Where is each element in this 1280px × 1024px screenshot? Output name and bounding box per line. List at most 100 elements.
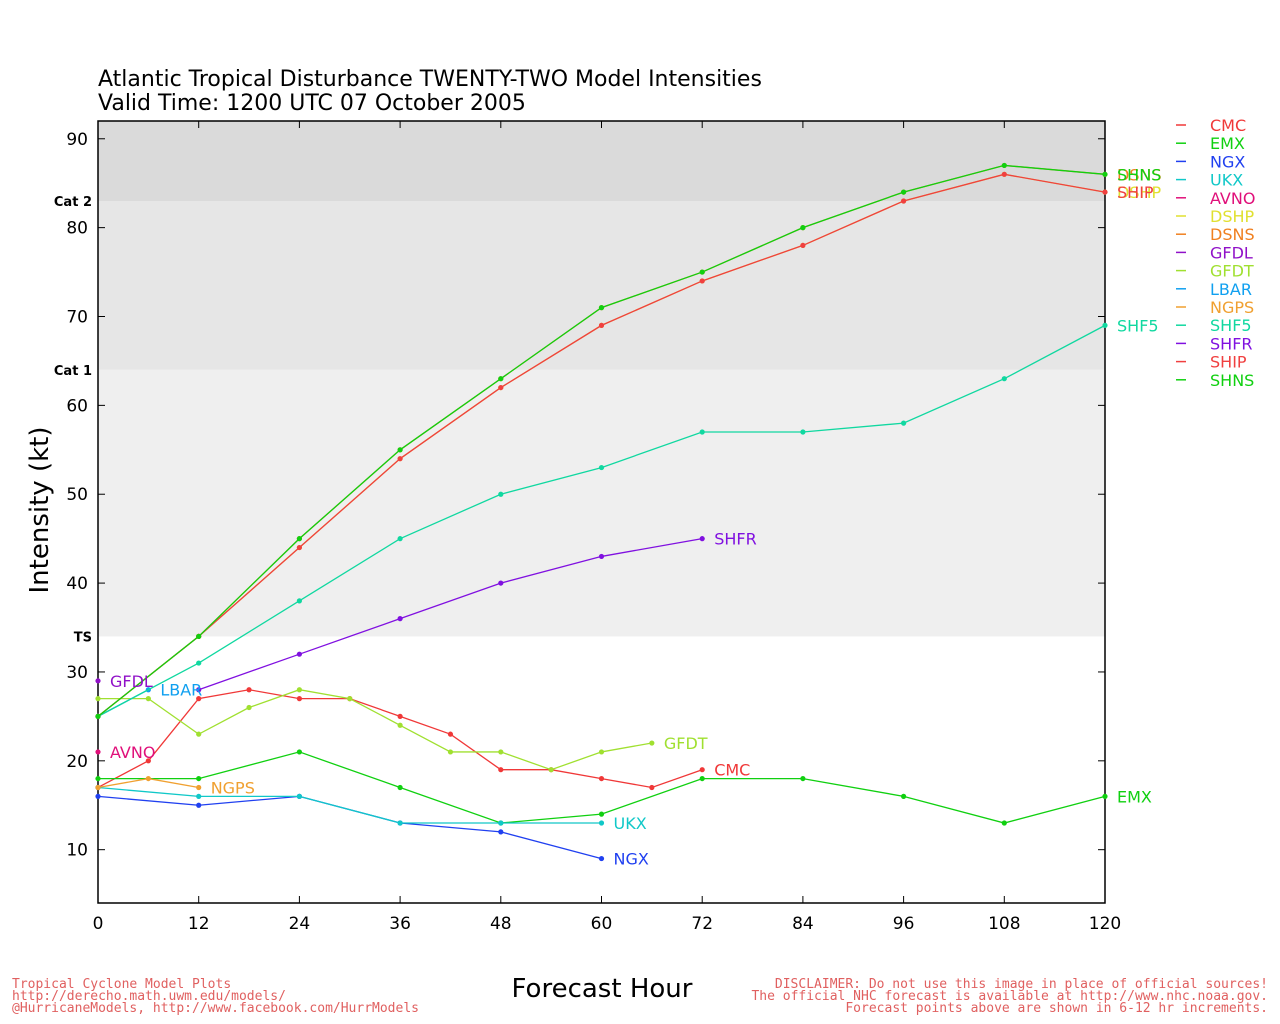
series-label-shns: SHNS: [1117, 165, 1161, 184]
legend-label-ngps: NGPS: [1210, 298, 1254, 317]
data-point-cmc: [598, 775, 605, 782]
chart-title: Atlantic Tropical Disturbance TWENTY-TWO…: [98, 67, 762, 92]
data-point-gfdl: [95, 678, 101, 684]
data-point-shf5: [699, 429, 705, 435]
x-tick-label: 60: [591, 914, 613, 934]
x-tick-label: 24: [289, 914, 311, 934]
series-line-ukx: [97, 786, 602, 824]
footer-left: Tropical Cyclone Model Plots http://dere…: [12, 977, 419, 1016]
series-ukx: [95, 784, 605, 826]
x-tick-label: 120: [1089, 914, 1121, 934]
data-point-shns: [196, 633, 202, 640]
data-point-shns: [598, 305, 605, 311]
data-point-shf5: [498, 491, 504, 497]
data-point-ship: [901, 198, 907, 204]
data-point-cmc: [296, 696, 302, 702]
legend-label-shns: SHNS: [1210, 371, 1254, 390]
legend-label-dshp: DSHP: [1210, 207, 1255, 226]
footer-right-line-1: DISCLAIMER: Do not use this image in pla…: [775, 977, 1268, 992]
data-point-shfr: [699, 536, 705, 542]
footer-left-line-2: http://derecho.math.uwm.edu/models/: [12, 989, 286, 1004]
data-point-cmc: [699, 767, 705, 773]
legend-label-shfr: SHFR: [1210, 334, 1253, 353]
data-point-shfr: [498, 580, 504, 586]
footer-left-line-1: Tropical Cyclone Model Plots: [12, 977, 231, 992]
data-point-gfdt: [598, 749, 605, 755]
data-point-ukx: [598, 820, 605, 826]
data-point-cmc: [649, 784, 655, 791]
y-tick-label: 70: [66, 308, 88, 328]
series-label-gfdt: GFDT: [664, 734, 708, 753]
band-cat-1: [98, 200, 1105, 370]
series-layer: [95, 162, 1108, 862]
data-point-gfdt: [649, 740, 655, 746]
data-point-cmc: [397, 713, 403, 719]
data-point-shns: [1001, 162, 1007, 169]
data-point-ngps: [196, 784, 202, 791]
series-line-shfr: [198, 538, 703, 691]
y-tick-label: 10: [66, 841, 88, 861]
series-shns: [95, 162, 1108, 719]
y-tick-label: 40: [66, 574, 88, 594]
data-point-ship: [498, 384, 504, 391]
data-point-ship: [699, 278, 705, 284]
series-label-ship: SHIP: [1117, 183, 1154, 202]
intensity-bands: TS Cat 1 Cat 2: [54, 121, 1105, 645]
data-point-shfr: [296, 651, 302, 657]
y-tick-label: 50: [66, 485, 88, 505]
data-point-shns: [296, 536, 302, 542]
data-point-cmc: [447, 731, 454, 737]
data-point-gfdt: [145, 696, 151, 702]
data-point-shns: [397, 447, 403, 453]
series-label-ukx: UKX: [614, 814, 647, 833]
data-point-emx: [901, 793, 907, 799]
data-point-gfdt: [447, 749, 454, 755]
series-label-shfr: SHFR: [714, 530, 757, 549]
data-point-cmc: [498, 767, 504, 773]
footer-right-line-2: The official NHC forecast is available a…: [751, 989, 1268, 1004]
data-point-shf5: [901, 420, 907, 426]
data-point-ship: [296, 544, 302, 551]
chart-subtitle: Valid Time: 1200 UTC 07 October 2005: [98, 91, 526, 116]
series-label-gfdl: GFDL: [110, 672, 153, 691]
data-point-emx: [800, 775, 806, 782]
data-point-emx: [296, 749, 302, 755]
data-point-shf5: [1102, 322, 1108, 328]
data-point-shf5: [598, 464, 605, 471]
x-tick-label: 84: [792, 914, 814, 934]
legend-label-cmc: CMC: [1210, 116, 1246, 135]
series-line-ngx: [97, 795, 602, 860]
data-point-ngx: [196, 802, 202, 808]
legend-label-dsns: DSNS: [1210, 225, 1255, 244]
series-label-dsns: DSNS: [1117, 165, 1162, 184]
data-point-gfdt: [347, 696, 353, 702]
series-gfdl: [95, 678, 101, 684]
y-tick-label: 20: [66, 752, 88, 772]
legend: CMCEMXNGXUKXAVNODSHPDSNSGFDLGFDTLBARNGPS…: [1176, 116, 1255, 390]
y-tick-label: 90: [66, 130, 88, 150]
legend-label-gfdt: GFDT: [1210, 262, 1254, 281]
footer-left-line-3: @HurricaneModels, http://www.facebook.co…: [12, 1001, 419, 1016]
footer-right-line-3: Forecast points above are shown in 6-12 …: [845, 1001, 1268, 1016]
legend-label-emx: EMX: [1210, 134, 1245, 153]
data-point-emx: [196, 775, 202, 782]
legend-label-avno: AVNO: [1210, 189, 1255, 208]
series-avno: [95, 749, 101, 755]
data-point-ship: [800, 242, 806, 249]
data-point-gfdt: [397, 722, 403, 728]
x-tick-label: 36: [389, 914, 411, 934]
series-line-gfdt: [98, 689, 652, 771]
series-ngps: [95, 775, 202, 791]
data-point-cmc: [196, 696, 202, 702]
data-point-shf5: [1001, 376, 1007, 382]
band-label: TS: [74, 630, 92, 645]
y-tick-label: 60: [66, 396, 88, 416]
series-shfr: [196, 536, 705, 693]
data-point-gfdt: [196, 731, 202, 737]
data-point-gfdt: [296, 687, 302, 693]
y-axis-title: Intensity (kt): [25, 427, 55, 594]
data-point-emx: [699, 775, 705, 782]
x-tick-label: 72: [691, 914, 713, 934]
y-tick-label: 80: [66, 219, 88, 239]
